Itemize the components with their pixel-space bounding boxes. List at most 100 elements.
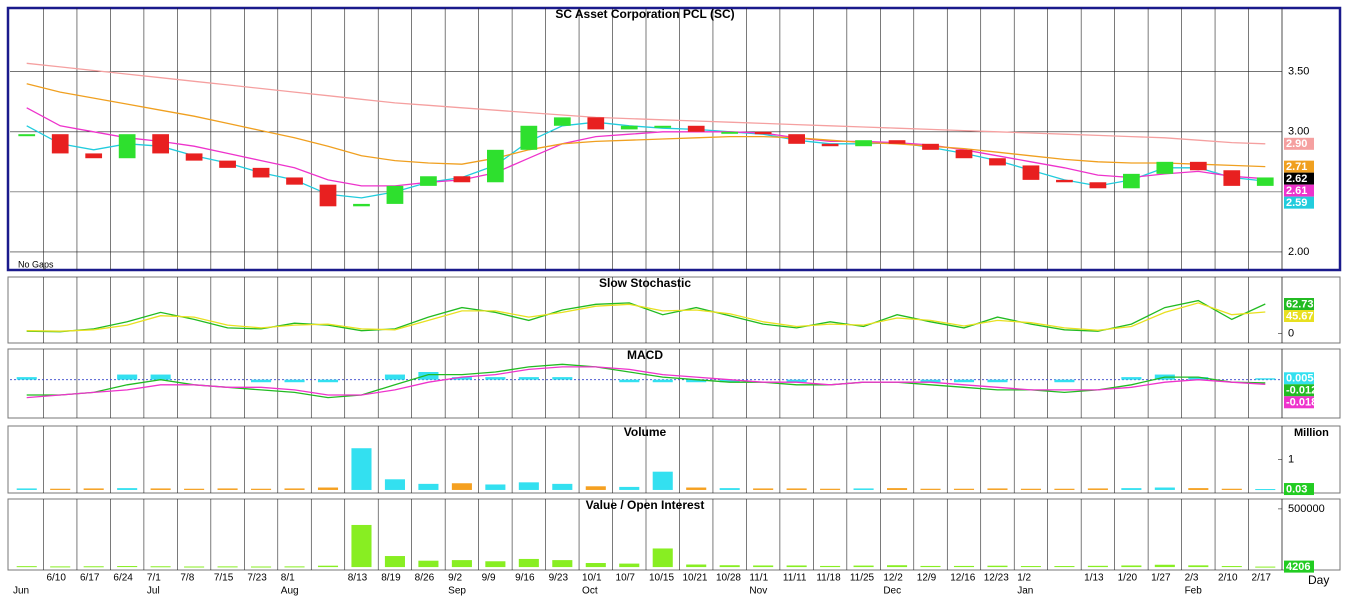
bar <box>50 488 71 490</box>
bar <box>552 483 573 490</box>
bar <box>1188 488 1209 490</box>
bar <box>853 488 874 490</box>
candle <box>353 203 370 207</box>
month-label: Dec <box>883 586 901 597</box>
histogram-bar <box>384 374 405 380</box>
y-tick-label: 1 <box>1288 453 1294 465</box>
candle <box>855 140 872 147</box>
bar <box>552 560 573 568</box>
bar <box>987 565 1008 568</box>
candle <box>721 131 739 134</box>
bar <box>384 556 405 568</box>
bar <box>518 482 539 490</box>
candle <box>754 131 772 135</box>
bar <box>384 479 405 490</box>
bar <box>418 483 439 490</box>
month-label: Nov <box>749 586 767 597</box>
bar <box>518 558 539 568</box>
histogram-bar <box>284 379 305 383</box>
x-tick-label: 12/2 <box>883 573 903 584</box>
x-tick-label: 11/1 <box>749 573 768 584</box>
end-label: -0.0126 <box>1286 385 1323 397</box>
bar <box>1087 488 1108 490</box>
histogram-bar <box>1054 379 1075 383</box>
x-tick-label: 8/13 <box>348 573 368 584</box>
histogram-bar <box>485 377 506 380</box>
panel <box>7 348 1341 419</box>
bar <box>1087 565 1108 568</box>
x-tick-label: 8/26 <box>415 573 435 584</box>
y-tick-label: 500000 <box>1288 503 1325 515</box>
month-label: Jul <box>147 586 160 597</box>
bar <box>987 488 1008 490</box>
bar <box>1255 566 1276 568</box>
end-label: 45.67 <box>1286 310 1314 322</box>
bar <box>16 566 37 568</box>
x-tick-label: 10/7 <box>616 573 636 584</box>
month-label: Feb <box>1185 586 1203 597</box>
panel-title: SC Asset Corporation PCL (SC) <box>555 7 734 21</box>
x-tick-label: 12/16 <box>950 573 975 584</box>
end-label-box <box>1284 384 1314 397</box>
series-line <box>26 107 1266 187</box>
end-label: 2.62 <box>1286 173 1307 185</box>
x-axis-label: Day <box>1308 573 1329 587</box>
bar <box>217 566 238 568</box>
bar <box>920 488 941 490</box>
histogram-bar <box>418 372 439 380</box>
x-tick-label: 1/2 <box>1017 573 1031 584</box>
bar <box>1154 564 1175 568</box>
candle <box>420 176 437 186</box>
histogram-bar <box>552 377 573 380</box>
candle <box>1123 173 1140 189</box>
y-axis-label: Million <box>1294 427 1329 439</box>
x-tick-label: 1/20 <box>1118 573 1138 584</box>
bar <box>585 563 606 568</box>
x-tick-label: 9/23 <box>549 573 569 584</box>
x-tick-label: 12/9 <box>917 573 937 584</box>
candle <box>821 143 839 147</box>
bar <box>418 560 439 568</box>
bar <box>1020 566 1041 568</box>
panel-title: Slow Stochastic <box>599 276 691 290</box>
bar <box>920 565 941 568</box>
panel-title: MACD <box>627 348 663 362</box>
x-tick-label: 1/27 <box>1151 573 1171 584</box>
end-label-box <box>1284 560 1314 573</box>
end-label-box <box>1284 137 1314 150</box>
candle <box>152 134 169 154</box>
month-label: Jan <box>1017 586 1033 597</box>
x-tick-label: 10/21 <box>682 573 707 584</box>
bar <box>719 488 740 490</box>
candle <box>1223 170 1241 186</box>
bar <box>16 488 37 490</box>
bar <box>251 488 272 490</box>
candle <box>118 134 136 159</box>
y-tick-label: 2.00 <box>1288 246 1309 258</box>
x-tick-label: 2/3 <box>1185 573 1199 584</box>
end-label: 2.59 <box>1286 197 1307 209</box>
x-tick-label: 7/15 <box>214 573 234 584</box>
x-tick-label: 11/11 <box>783 573 807 584</box>
candle <box>553 117 571 126</box>
histogram-bar <box>686 379 707 383</box>
x-tick-label: 9/9 <box>482 573 496 584</box>
bar <box>485 561 506 568</box>
bar <box>284 566 305 568</box>
x-tick-label: 7/8 <box>180 573 194 584</box>
bar <box>1255 489 1276 491</box>
end-label: 2.61 <box>1286 185 1307 197</box>
month-label: Sep <box>448 586 466 597</box>
candle <box>955 149 973 159</box>
series-line <box>26 83 1266 168</box>
series-line <box>26 302 1266 332</box>
x-tick-label: 12/23 <box>984 573 1009 584</box>
bar <box>1188 565 1209 568</box>
month-label: Aug <box>281 586 299 597</box>
y-tick-label: 0 <box>1288 327 1294 339</box>
bar <box>117 488 138 490</box>
candle <box>1256 177 1274 186</box>
end-label: 0.0054 <box>1286 373 1321 385</box>
candle <box>989 158 1006 166</box>
